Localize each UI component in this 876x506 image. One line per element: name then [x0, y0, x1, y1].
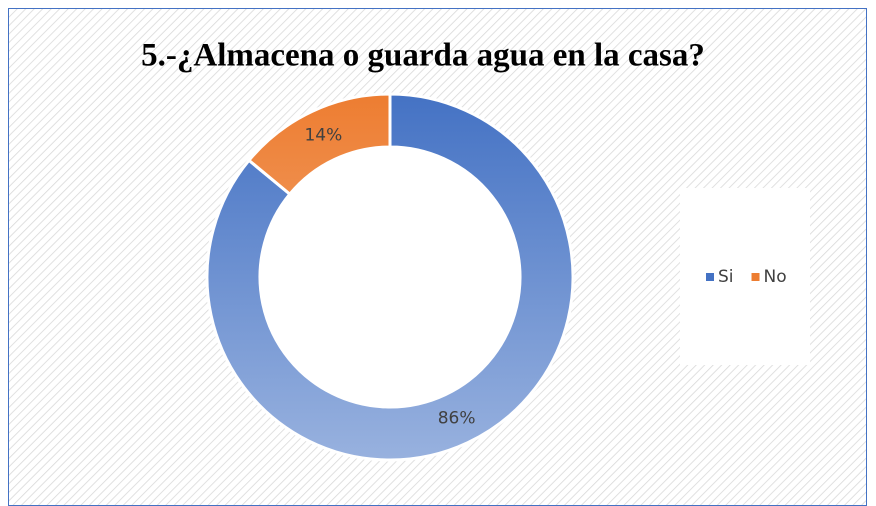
donut-slice — [205, 92, 575, 462]
legend-label: Si — [718, 267, 734, 287]
chart-title: 5.-¿Almacena o guarda agua en la casa? — [141, 38, 705, 74]
donut-slice — [246, 92, 392, 197]
donut-hole — [260, 147, 520, 407]
legend-box — [680, 188, 810, 365]
data-label: 14% — [304, 125, 342, 145]
legend-swatch — [706, 273, 714, 281]
plot: 86% 14% — [205, 92, 575, 462]
legend-label: No — [764, 267, 787, 287]
data-label: 86% — [438, 409, 476, 429]
legend-swatch — [751, 273, 760, 281]
